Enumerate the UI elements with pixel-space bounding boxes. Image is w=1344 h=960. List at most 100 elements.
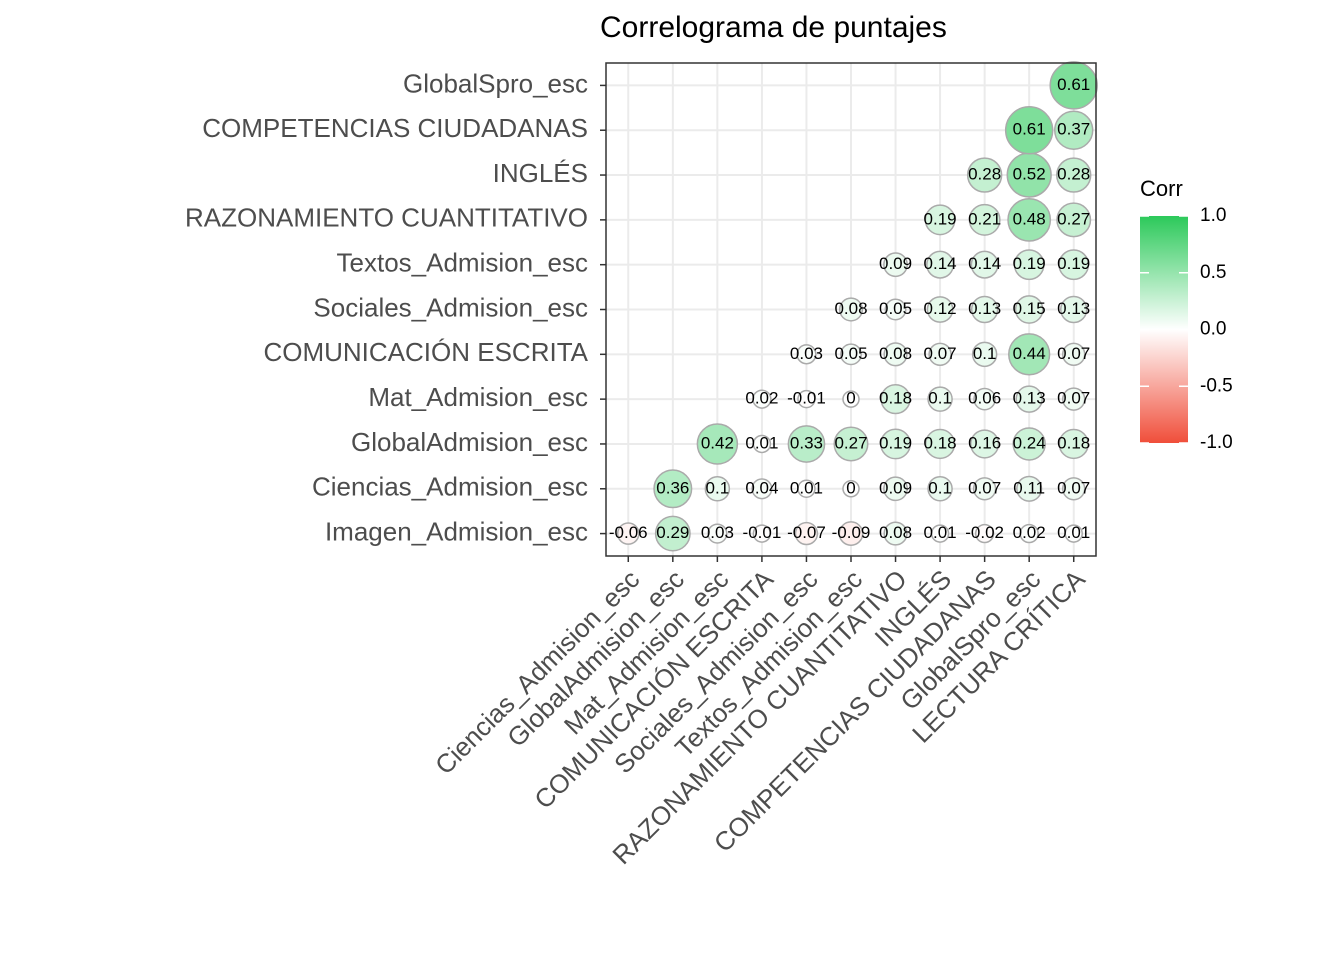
value-label: 0.19	[1013, 254, 1046, 273]
corr-circle	[972, 477, 997, 501]
corr-circle	[924, 204, 956, 236]
value-label: 0.16	[968, 433, 1001, 452]
corr-circle	[883, 521, 908, 546]
value-label: 0.13	[1013, 389, 1046, 408]
value-label: 0.04	[745, 478, 778, 497]
corr-circle	[968, 203, 1001, 236]
corr-circle	[1053, 110, 1094, 150]
value-label: 0.33	[790, 433, 823, 452]
value-label: 0.08	[879, 344, 912, 363]
corr-circle	[704, 476, 731, 502]
corr-circle	[1049, 61, 1098, 110]
value-label: 0.18	[879, 389, 912, 408]
value-label: 0.37	[1057, 120, 1090, 139]
value-label: 0.21	[968, 209, 1001, 228]
value-label: 0.07	[1057, 344, 1090, 363]
value-label: 0.13	[1057, 299, 1090, 318]
value-label: 0.19	[1057, 254, 1090, 273]
corr-circle	[654, 515, 691, 552]
value-label: 0.14	[968, 254, 1001, 273]
y-tick-label: COMUNICACIÓN ESCRITA	[263, 337, 588, 367]
y-tick-label: INGLÉS	[493, 158, 588, 188]
corr-circle	[842, 390, 860, 408]
value-label: 0.24	[1013, 433, 1046, 452]
value-label: 0.27	[1057, 209, 1090, 228]
corr-circle	[927, 476, 953, 502]
value-label: 0.19	[879, 433, 912, 452]
corr-circle	[883, 342, 908, 367]
y-tick-label: GlobalAdmision_esc	[351, 427, 588, 457]
corr-circle	[1008, 333, 1051, 376]
value-label: 0.12	[924, 299, 957, 318]
corr-circle	[1014, 295, 1044, 324]
chart-title: Correlograma de puntajes	[600, 11, 947, 44]
y-tick-label: Textos_Admision_esc	[337, 248, 588, 278]
corr-circle	[1012, 427, 1046, 461]
corr-circle	[970, 429, 1000, 459]
value-label: 0.1	[973, 344, 997, 363]
value-label: 0.42	[701, 433, 734, 452]
corr-circle	[1019, 523, 1039, 544]
corr-circle	[1007, 197, 1052, 242]
legend-tick-label: -1.0	[1200, 432, 1233, 453]
value-label: 0.18	[1057, 433, 1090, 452]
legend-tick-label: -0.5	[1200, 375, 1233, 396]
value-label: 0.05	[834, 344, 867, 363]
corr-circle	[930, 524, 950, 543]
corr-circle	[971, 341, 998, 368]
corr-circle	[883, 476, 908, 502]
corr-circle	[797, 479, 816, 499]
value-label: 0.18	[924, 433, 957, 452]
corr-circle	[883, 252, 908, 278]
y-tick-label: GlobalSpro_esc	[403, 68, 588, 98]
value-label: 0.44	[1013, 344, 1046, 363]
value-label: 0.28	[968, 165, 1001, 184]
value-label: 0.1	[928, 389, 952, 408]
value-label: 0.1	[706, 478, 730, 497]
value-label: 0.05	[879, 299, 912, 318]
corr-circle	[970, 295, 999, 324]
value-label: 0.09	[879, 478, 912, 497]
legend-tick-label: 0.0	[1200, 319, 1226, 340]
value-label: 0.28	[1057, 165, 1090, 184]
legend-tick-label: 0.5	[1200, 262, 1226, 283]
value-label: 0.07	[1057, 478, 1090, 497]
corr-circle	[796, 344, 817, 365]
corr-circle	[840, 343, 862, 366]
corr-circle	[928, 342, 952, 367]
value-label: 0.13	[968, 299, 1001, 318]
corr-circle	[927, 386, 953, 412]
value-label: 0.08	[879, 523, 912, 542]
value-label: 0.27	[834, 433, 867, 452]
corr-circle	[1015, 385, 1043, 413]
value-label: -0.01	[743, 523, 782, 542]
corr-circle	[1062, 387, 1086, 411]
value-label: 0.03	[701, 523, 734, 542]
value-label: 0.08	[834, 299, 867, 318]
value-label: 0.1	[928, 478, 952, 497]
corr-circle	[707, 523, 728, 544]
value-label: 0.03	[790, 344, 823, 363]
legend-tick-label: 1.0	[1200, 205, 1226, 226]
value-label: 0.01	[1057, 523, 1090, 542]
legend-title: Corr	[1140, 176, 1183, 201]
value-label: 0.06	[968, 389, 1001, 408]
corr-circle	[926, 296, 954, 323]
value-label: -0.07	[787, 523, 826, 542]
corr-circle	[924, 428, 956, 460]
value-label: 0.36	[656, 478, 689, 497]
corr-circle	[1013, 249, 1045, 281]
y-tick-label: Ciencias_Admision_esc	[312, 472, 588, 502]
corr-circle	[794, 521, 819, 546]
corr-circle	[797, 389, 816, 409]
corr-circle	[1062, 477, 1086, 501]
corr-circle	[752, 389, 772, 409]
corr-circle	[973, 387, 996, 411]
corr-circle	[1062, 342, 1086, 367]
value-label: 0.61	[1057, 75, 1090, 94]
y-tick-label: Mat_Admision_esc	[368, 382, 588, 412]
corr-circle	[1056, 202, 1092, 238]
value-label: 0	[846, 389, 855, 408]
corr-circle	[1060, 295, 1088, 324]
value-label: 0.52	[1013, 165, 1046, 184]
